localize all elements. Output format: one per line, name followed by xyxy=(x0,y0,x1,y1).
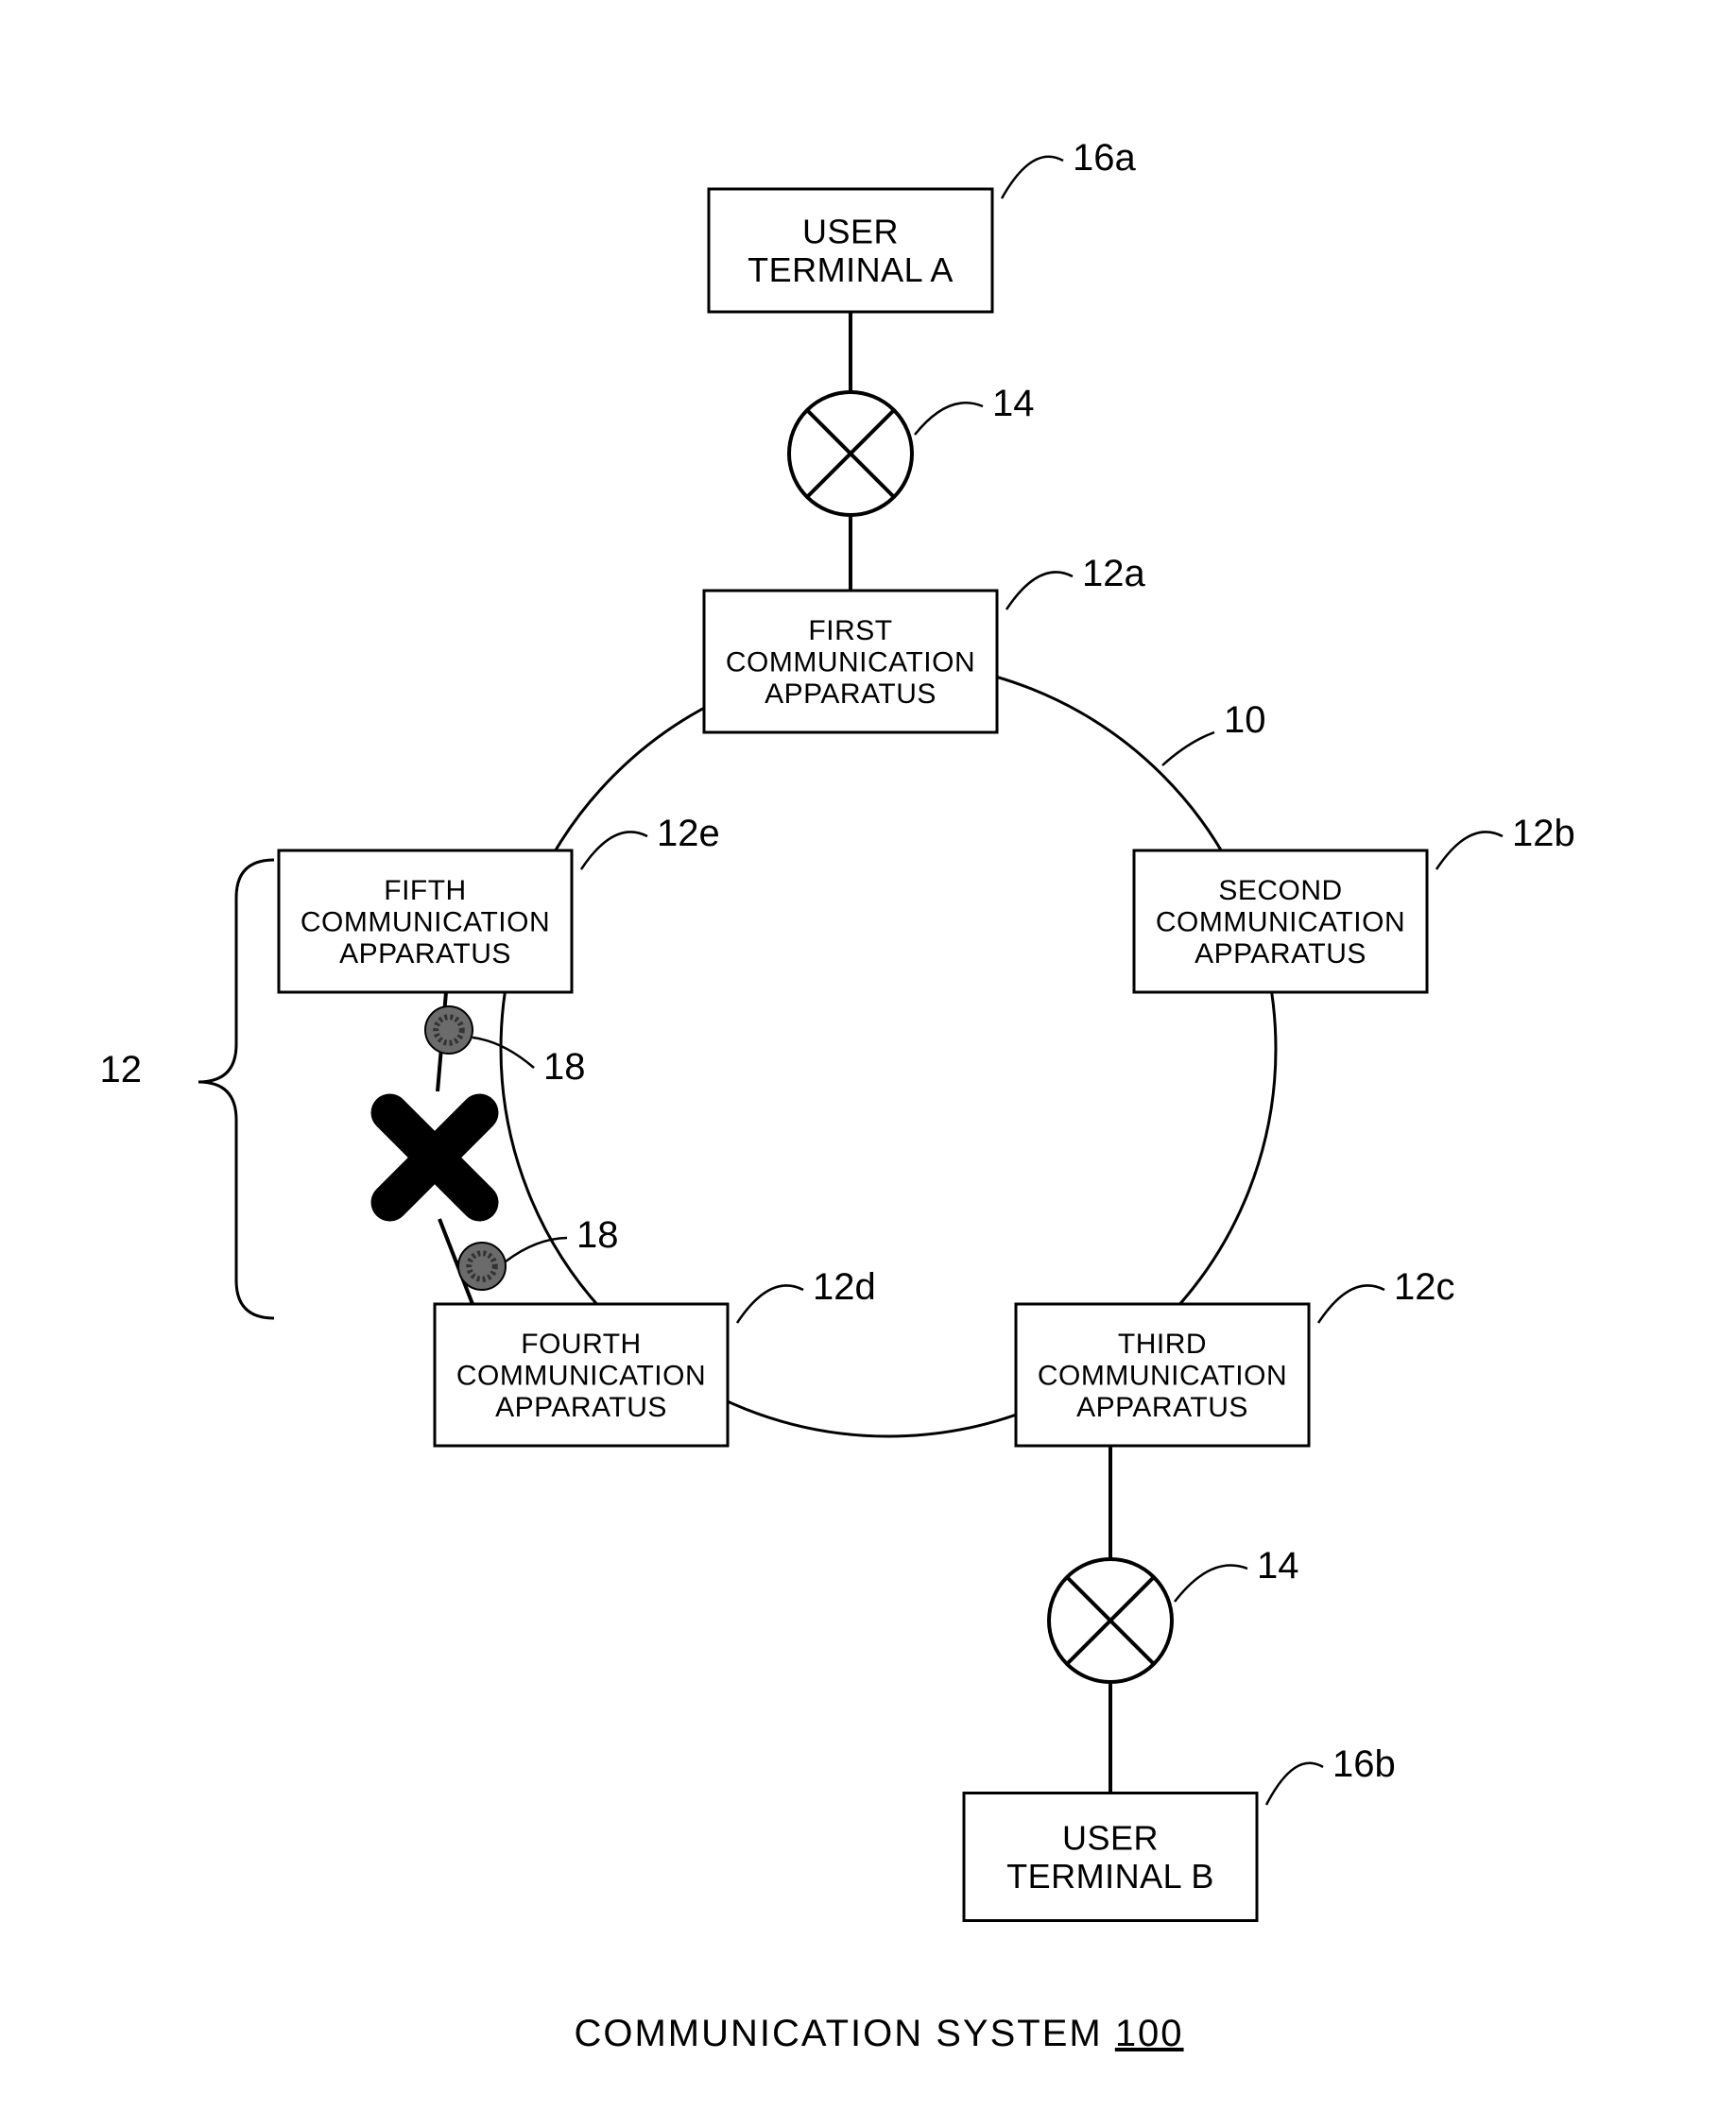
terminal-term-a-leader xyxy=(1002,157,1063,198)
terminal-term-a-label: USER xyxy=(802,212,899,250)
ref-ring: 10 xyxy=(1224,699,1266,741)
node-node-2-label: SECOND xyxy=(1218,875,1342,906)
fault-mark: 1818 xyxy=(390,1006,619,1290)
node-node-4-label: FOURTH xyxy=(521,1329,641,1360)
terminal-term-b-label: TERMINAL B xyxy=(1006,1857,1214,1896)
node-node-2-leader xyxy=(1436,832,1503,869)
node-node-5-leader xyxy=(581,832,647,869)
terminal-term-b: USERTERMINAL B 16b xyxy=(964,1743,1396,1921)
terminal-term-b-label: USER xyxy=(1062,1818,1159,1857)
node-node-5-ref: 12e xyxy=(657,813,720,854)
fault-endpoint-ref: 18 xyxy=(543,1046,586,1088)
terminal-term-a-ref: 16a xyxy=(1073,137,1136,179)
node-node-5: FIFTHCOMMUNICATIONAPPARATUS 12e xyxy=(279,813,720,992)
terminal-term-a-label: TERMINAL A xyxy=(748,250,954,289)
node-node-1-ref: 12a xyxy=(1082,553,1145,594)
node-node-4-leader xyxy=(737,1285,803,1323)
node-node-1-label: COMMUNICATION xyxy=(726,647,975,678)
node-node-1-leader xyxy=(1006,572,1073,609)
node-node-4-label: APPARATUS xyxy=(495,1392,667,1423)
add-drop-ref: 14 xyxy=(992,383,1035,424)
node-node-3-label: APPARATUS xyxy=(1076,1392,1248,1423)
add-drop-leader xyxy=(1175,1566,1247,1602)
node-node-2-label: COMMUNICATION xyxy=(1156,907,1405,938)
add-drop-ref: 14 xyxy=(1257,1545,1299,1587)
add-drop-adm-bottom: 14 xyxy=(1049,1545,1299,1682)
node-node-3-leader xyxy=(1318,1285,1384,1323)
node-node-5-label: FIFTH xyxy=(384,875,466,906)
node-node-4-label: COMMUNICATION xyxy=(456,1361,706,1392)
terminal-term-b-leader xyxy=(1266,1763,1323,1805)
node-node-1-label: APPARATUS xyxy=(765,678,937,710)
diagram-canvas: 10USERTERMINAL A16aUSERTERMINAL B16bFIRS… xyxy=(0,0,1736,2111)
terminal-term-a: USERTERMINAL A 16a xyxy=(709,137,1136,312)
fault-endpoint-ref: 18 xyxy=(576,1214,619,1256)
figure-caption-text: COMMUNICATION SYSTEM 100 xyxy=(574,2013,1183,2054)
node-node-1-label: FIRST xyxy=(808,615,892,646)
node-node-2: SECONDCOMMUNICATIONAPPARATUS 12b xyxy=(1134,813,1575,992)
fault-endpoint-dot xyxy=(458,1243,506,1290)
node-node-1: FIRSTCOMMUNICATIONAPPARATUS 12a xyxy=(704,553,1145,732)
leader-ring xyxy=(1162,732,1214,765)
group-brace-ref: 12 xyxy=(100,1049,143,1090)
node-node-4-ref: 12d xyxy=(813,1266,876,1308)
node-node-5-label: APPARATUS xyxy=(339,938,511,970)
node-node-4: FOURTHCOMMUNICATIONAPPARATUS 12d xyxy=(435,1266,876,1446)
node-node-3-label: COMMUNICATION xyxy=(1038,1361,1287,1392)
node-node-3-ref: 12c xyxy=(1394,1266,1455,1308)
add-drop-adm-top: 14 xyxy=(789,383,1035,515)
add-drop-leader xyxy=(915,403,983,435)
node-node-2-ref: 12b xyxy=(1512,813,1575,854)
group-brace xyxy=(198,860,274,1318)
fault-endpoint-dot xyxy=(425,1006,473,1054)
fault-endpoint-leader xyxy=(473,1038,534,1068)
terminal-term-b-ref: 16b xyxy=(1332,1743,1396,1785)
figure-caption: COMMUNICATION SYSTEM 100 xyxy=(574,2013,1183,2054)
node-node-2-label: APPARATUS xyxy=(1195,938,1366,970)
node-node-3: THIRDCOMMUNICATIONAPPARATUS 12c xyxy=(1016,1266,1455,1446)
node-node-3-label: THIRD xyxy=(1118,1329,1207,1360)
node-node-5-label: COMMUNICATION xyxy=(301,907,550,938)
